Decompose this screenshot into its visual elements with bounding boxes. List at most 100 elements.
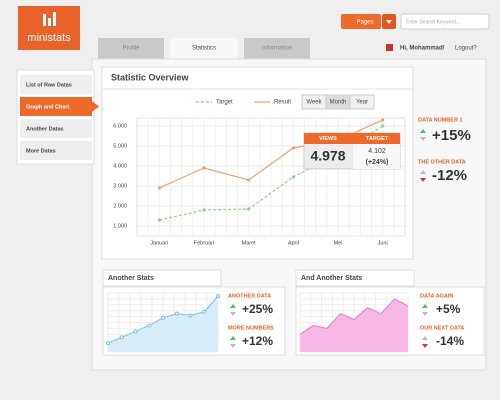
tab-label: Information bbox=[262, 46, 292, 52]
up-arrow bbox=[420, 129, 426, 133]
up-arrow bbox=[420, 170, 426, 174]
stat-label: OUR NEXT DATA bbox=[420, 325, 464, 331]
point bbox=[161, 315, 165, 320]
point bbox=[188, 313, 193, 318]
search-input[interactable] bbox=[400, 13, 490, 30]
legend-label: Target bbox=[216, 100, 233, 106]
point bbox=[247, 178, 251, 182]
panel-title: And Another Stats bbox=[301, 275, 362, 282]
point bbox=[381, 118, 385, 122]
y-tick-label: 1.000 bbox=[113, 223, 127, 229]
y-tick-label: 4.000 bbox=[113, 163, 127, 169]
series-line bbox=[159, 125, 383, 221]
stat-value: +25% bbox=[242, 302, 273, 316]
point bbox=[119, 335, 124, 340]
up-arrow bbox=[422, 336, 428, 340]
point bbox=[291, 175, 295, 179]
down-arrow bbox=[420, 178, 426, 182]
legend-label: Result bbox=[274, 100, 291, 106]
search-placeholder: Enter Search Keyword... bbox=[406, 19, 460, 25]
period-label: Year bbox=[356, 100, 368, 106]
x-tick-label: Februari bbox=[194, 240, 214, 246]
area bbox=[300, 298, 408, 352]
y-tick-label: 5.000 bbox=[113, 143, 127, 149]
panel-header bbox=[102, 269, 222, 287]
pages-button[interactable] bbox=[341, 14, 381, 29]
down-arrow bbox=[420, 137, 426, 141]
dropdown-arrow bbox=[386, 20, 392, 24]
logo[interactable] bbox=[18, 6, 80, 50]
tooltip: VIEWS TARGET 4.978 4.102 (+24%) bbox=[303, 132, 401, 170]
stat-label: DATA NUMBER 1 bbox=[418, 117, 463, 123]
tooltip-target: 4.102 bbox=[368, 148, 386, 155]
period-label: Month bbox=[330, 100, 347, 106]
down-arrow bbox=[422, 344, 428, 348]
tooltip-cell bbox=[353, 144, 400, 169]
stat-value: +12% bbox=[242, 334, 273, 348]
x-tick-label: Maret bbox=[242, 240, 257, 246]
tooltip-label: VIEWS bbox=[319, 136, 337, 142]
y-tick-label: 3.000 bbox=[113, 183, 127, 189]
point bbox=[202, 208, 206, 212]
menu-item[interactable] bbox=[20, 119, 92, 138]
x-tick-label: April bbox=[288, 240, 299, 246]
point bbox=[202, 309, 207, 314]
menu-item[interactable] bbox=[20, 75, 92, 94]
point bbox=[157, 186, 161, 190]
panel-header bbox=[295, 269, 415, 287]
x-tick-label: Januari bbox=[150, 240, 168, 246]
stat-value: +15% bbox=[432, 127, 471, 144]
tooltip-label: TARGET bbox=[366, 136, 389, 142]
point bbox=[147, 323, 152, 328]
menu-arrow bbox=[92, 101, 99, 112]
tooltip-header bbox=[304, 133, 400, 144]
point bbox=[106, 341, 110, 346]
up-arrow bbox=[422, 304, 428, 308]
y-tick-label: 2.000 bbox=[113, 203, 127, 209]
menu-label: List of Raw Datas bbox=[26, 82, 72, 88]
point bbox=[247, 207, 251, 211]
up-arrow bbox=[230, 336, 236, 340]
logo-icon bbox=[43, 14, 46, 26]
pages-label: Pages bbox=[356, 20, 373, 26]
overview-title: Statistic Overview bbox=[111, 72, 190, 82]
down-arrow bbox=[422, 312, 428, 316]
tab-label: Statistics bbox=[192, 46, 216, 52]
tab[interactable] bbox=[244, 38, 310, 59]
up-arrow bbox=[230, 304, 236, 308]
tab-active[interactable] bbox=[170, 38, 238, 60]
area bbox=[108, 295, 218, 352]
stat-label: ANOTHER DATA bbox=[228, 293, 271, 299]
point bbox=[157, 218, 161, 222]
stat-label: THE OTHER DATA bbox=[418, 159, 466, 165]
menu-item-active[interactable] bbox=[20, 97, 92, 116]
logo-icon bbox=[48, 18, 51, 26]
point bbox=[174, 311, 179, 316]
logout[interactable]: Logout? bbox=[455, 46, 477, 52]
area-line bbox=[299, 298, 409, 335]
stat-value: +5% bbox=[436, 302, 461, 316]
stat-label: DATA AGAIN bbox=[420, 293, 453, 299]
tab-label: Profile bbox=[122, 46, 140, 52]
tooltip-change: (+24%) bbox=[366, 159, 389, 166]
stat-value: -12% bbox=[432, 167, 467, 184]
menu-label: Graph and Chart bbox=[26, 104, 70, 110]
x-tick-label: Mei bbox=[334, 240, 343, 246]
stat-value: -14% bbox=[436, 334, 464, 348]
point bbox=[216, 293, 220, 298]
x-tick-label: Juni bbox=[378, 240, 388, 246]
down-arrow bbox=[230, 312, 236, 316]
y-tick-label: 6.000 bbox=[113, 123, 127, 129]
period-button[interactable] bbox=[349, 94, 375, 110]
down-arrow bbox=[230, 344, 236, 348]
panel-title: Another Stats bbox=[108, 275, 154, 282]
tab[interactable] bbox=[98, 38, 164, 59]
period-label: Week bbox=[306, 100, 322, 106]
point bbox=[291, 146, 295, 150]
menu-item[interactable] bbox=[20, 141, 92, 160]
logo-text: ministats bbox=[27, 32, 71, 44]
greeting: Hi, Mohammad! bbox=[400, 46, 445, 52]
point bbox=[133, 329, 138, 334]
tooltip-views: 4.978 bbox=[310, 148, 345, 164]
